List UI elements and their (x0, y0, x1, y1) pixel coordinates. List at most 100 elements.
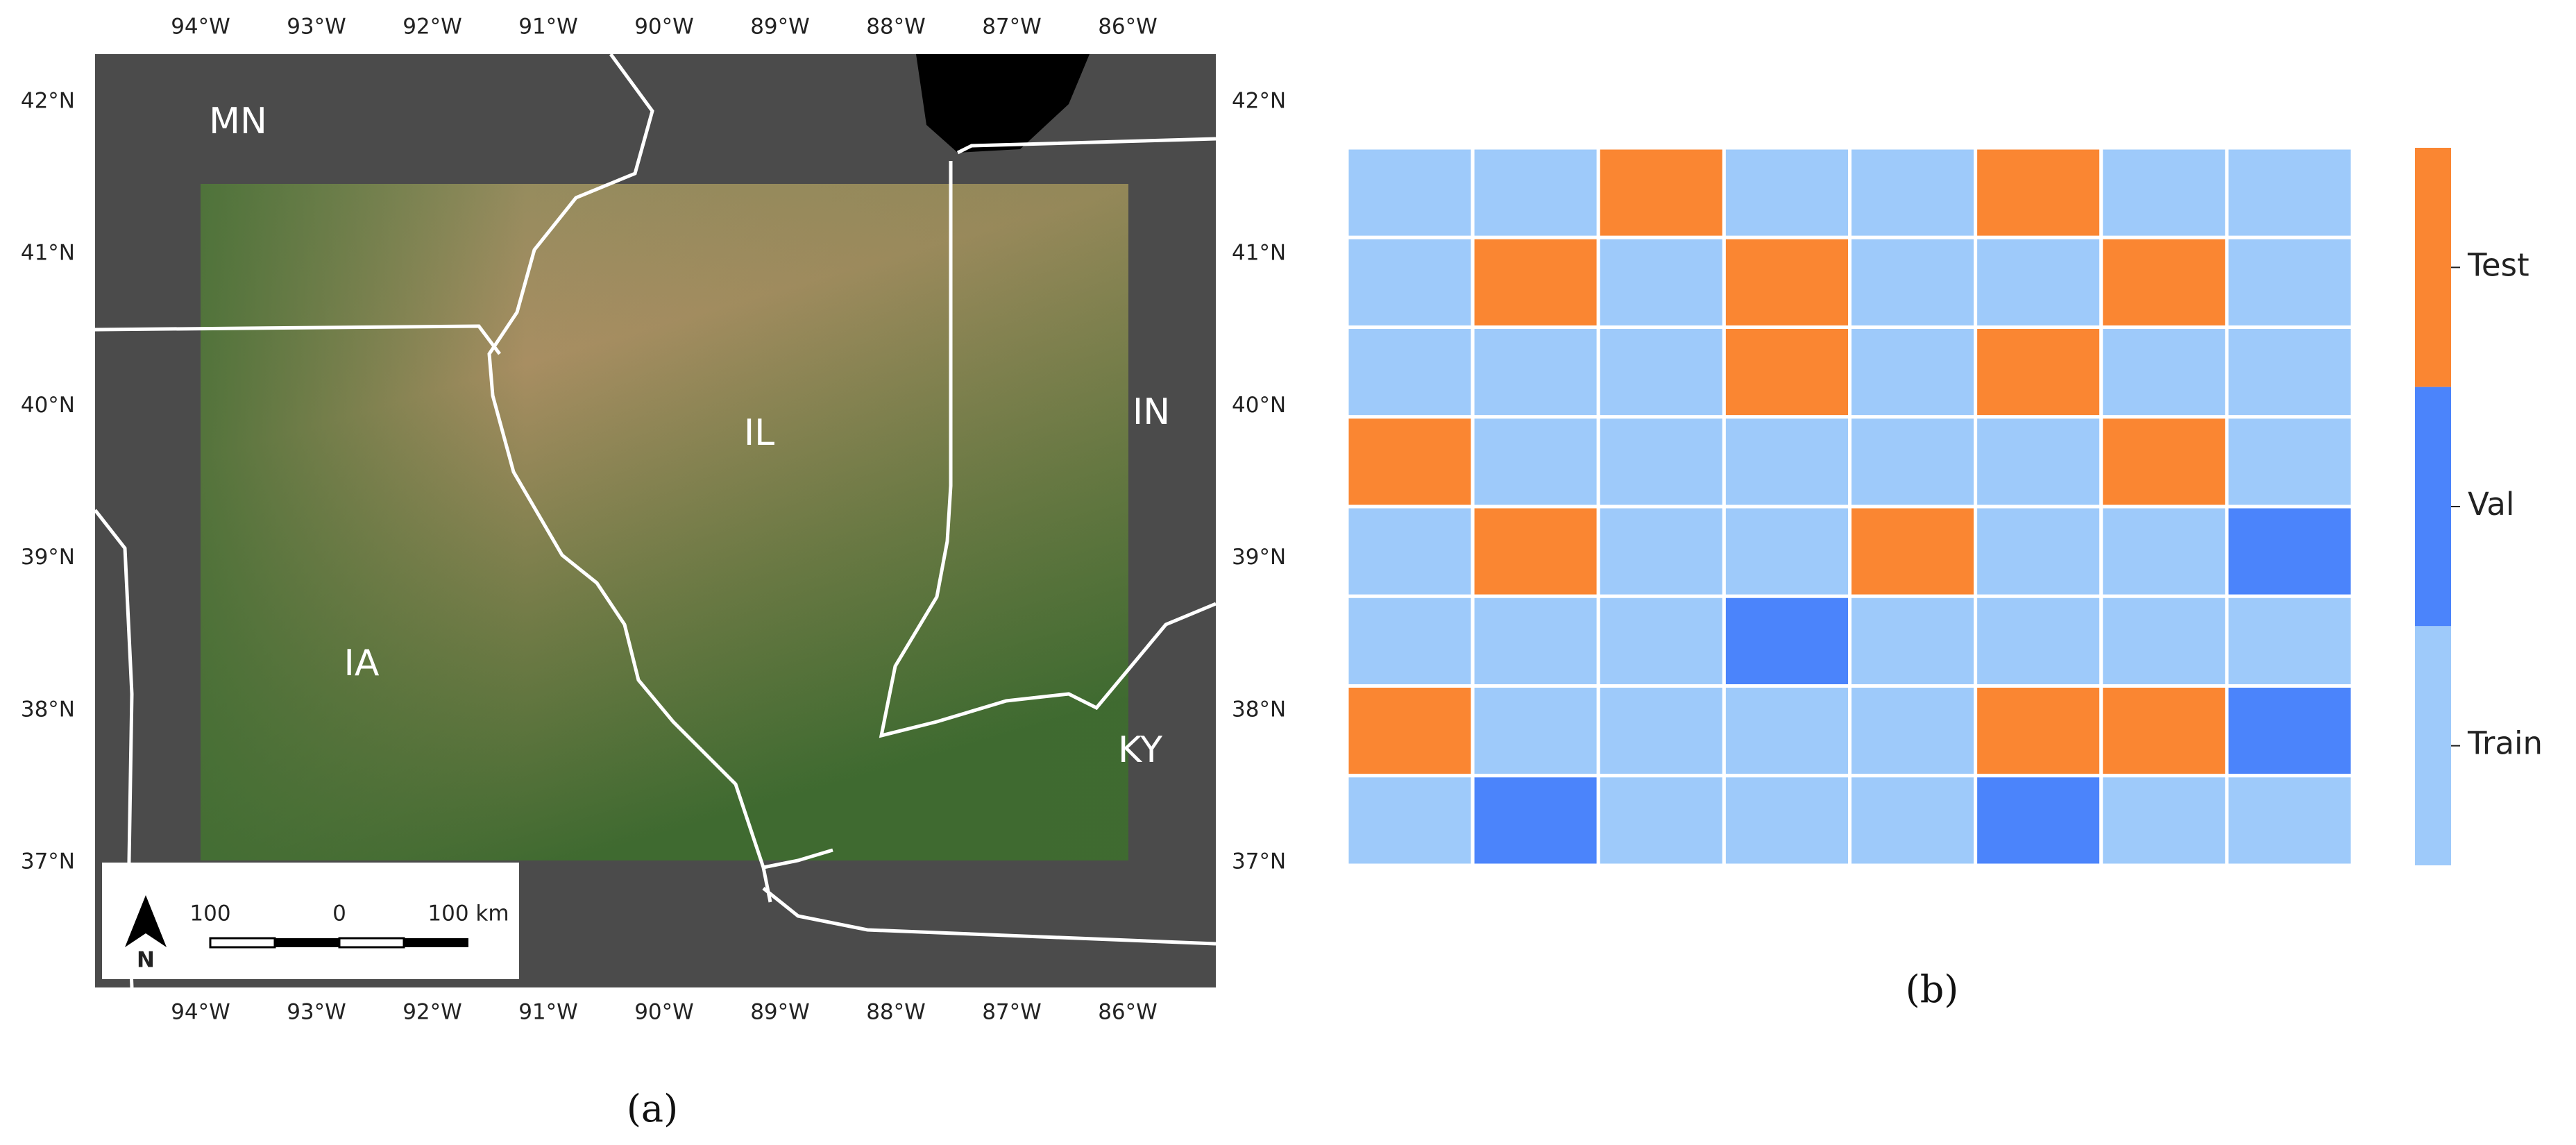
lon-tick-top: 86°W (1098, 15, 1158, 40)
lon-tick-bottom: 89°W (750, 1000, 810, 1025)
grid-cell (2225, 235, 2355, 329)
grid-cell (1722, 774, 1852, 867)
grid-cell (1722, 235, 1852, 329)
grid-cell (1848, 684, 1978, 778)
lon-tick-bottom: 90°W (634, 1000, 694, 1025)
state-label: IL (744, 412, 774, 454)
scale-label: 0 (332, 901, 346, 926)
grid-cell (1471, 325, 1600, 419)
lon-tick-top: 91°W (518, 15, 578, 40)
grid-cell (2225, 146, 2355, 239)
grid-cell (1596, 415, 1726, 509)
lon-tick-bottom: 87°W (982, 1000, 1042, 1025)
lon-tick-top: 92°W (402, 15, 462, 40)
grid-cell (1848, 325, 1978, 419)
legend-label: Train (2467, 725, 2543, 762)
grid-cell (1848, 594, 1978, 688)
grid-cell (1471, 504, 1600, 598)
grid-cell (1722, 415, 1852, 509)
grid-cell (1848, 146, 1978, 239)
grid-cell (1596, 235, 1726, 329)
grid-cell (1974, 325, 2103, 419)
satellite-shade (201, 184, 1128, 860)
grid-cell (1596, 684, 1726, 778)
state-label: KY (1118, 729, 1162, 771)
grid-cell (1345, 504, 1475, 598)
lon-tick-top: 87°W (982, 15, 1042, 40)
grid-cell (1345, 684, 1475, 778)
scale-label: 100 km (427, 901, 509, 926)
grid-cell (2099, 774, 2229, 867)
grid-cell (1722, 684, 1852, 778)
grid-cell (1722, 594, 1852, 688)
grid-cell (1974, 235, 2103, 329)
grid-cell (2099, 684, 2229, 778)
lat-tick-right: 39°N (1232, 545, 1286, 570)
map-panel (94, 53, 1217, 988)
grid-cell (1722, 146, 1852, 239)
lat-tick-right: 38°N (1232, 697, 1286, 722)
colorbar-segment (2415, 148, 2451, 387)
lon-tick-top: 94°W (171, 15, 230, 40)
grid-cell (1722, 325, 1852, 419)
grid-cell (1345, 146, 1475, 239)
lat-tick-right: 42°N (1232, 89, 1286, 114)
lake (916, 54, 1090, 153)
grid-cell (1974, 146, 2103, 239)
north-label: N (137, 948, 155, 973)
grid-cell (1974, 504, 2103, 598)
grid-cell (2225, 684, 2355, 778)
lon-tick-top: 89°W (750, 15, 810, 40)
grid-cell (1848, 235, 1978, 329)
legend-box (102, 863, 519, 979)
grid-cell (2099, 325, 2229, 419)
lon-tick-bottom: 93°W (287, 1000, 346, 1025)
grid-cell (1596, 325, 1726, 419)
lon-tick-bottom: 92°W (402, 1000, 462, 1025)
grid-cell (1596, 594, 1726, 688)
grid-cell (1345, 235, 1475, 329)
grid-cell (2099, 146, 2229, 239)
grid-cell (1848, 504, 1978, 598)
colorbar-segment (2415, 626, 2451, 865)
grid-cell (1848, 415, 1978, 509)
lon-tick-bottom: 86°W (1098, 1000, 1158, 1025)
grid-cell (1596, 146, 1726, 239)
scale-label: 100 (189, 901, 230, 926)
grid-cell (1345, 325, 1475, 419)
lat-tick-right: 41°N (1232, 241, 1286, 266)
lon-tick-top: 90°W (634, 15, 694, 40)
colorbar-segment (2415, 387, 2451, 627)
grid-cell (2225, 774, 2355, 867)
grid-cell (1722, 504, 1852, 598)
grid-cell (1974, 415, 2103, 509)
lat-tick-left: 38°N (21, 697, 75, 722)
grid-cell (2225, 415, 2355, 509)
grid-cell (1471, 774, 1600, 867)
lat-tick-left: 39°N (21, 545, 75, 570)
grid-cell (1974, 594, 2103, 688)
north-arrow (125, 895, 167, 947)
grid-cell (1848, 774, 1978, 867)
grid-cell (1974, 684, 2103, 778)
grid-cell (1471, 146, 1600, 239)
lat-tick-left: 40°N (21, 393, 75, 418)
lat-tick-right: 40°N (1232, 393, 1286, 418)
grid-cell (1596, 774, 1726, 867)
grid-cell (2225, 325, 2355, 419)
lon-tick-bottom: 94°W (171, 1000, 230, 1025)
grid-cell (1471, 594, 1600, 688)
lat-tick-left: 41°N (21, 241, 75, 266)
grid-cell (1471, 235, 1600, 329)
legend-label: Test (2467, 246, 2530, 283)
caption: (b) (1906, 967, 1959, 1011)
lon-tick-bottom: 88°W (866, 1000, 926, 1025)
lat-tick-left: 42°N (21, 89, 75, 114)
legend-label: Val (2468, 486, 2514, 523)
state-label: MN (209, 101, 267, 142)
grid-cell (2225, 594, 2355, 688)
grid-cell (1471, 415, 1600, 509)
grid-cell (2099, 235, 2229, 329)
grid-cell (1345, 594, 1475, 688)
